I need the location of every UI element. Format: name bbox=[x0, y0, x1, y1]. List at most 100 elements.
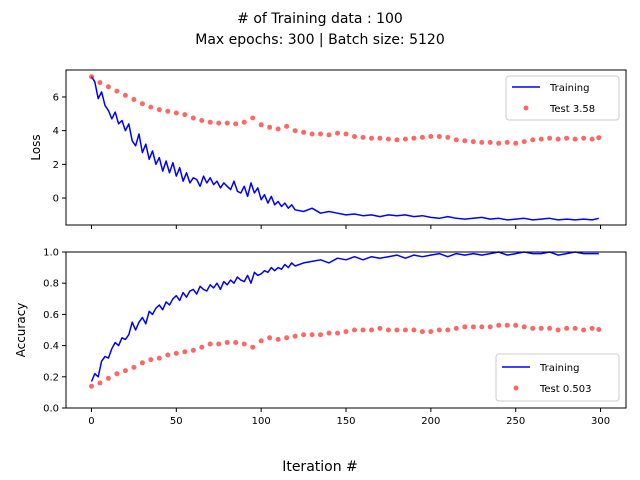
loss-test-point bbox=[292, 128, 298, 134]
accuracy-xtick-label: 50 bbox=[170, 416, 183, 427]
accuracy-xtick-label: 150 bbox=[336, 416, 355, 427]
accuracy-ticks: 0 50 100 150 200 250 300 0.0 0.2 0.4 0.6 0.8 1.0 bbox=[43, 248, 610, 428]
loss-test-point bbox=[326, 132, 332, 138]
accuracy-test-point bbox=[402, 327, 408, 333]
accuracy-test-point bbox=[530, 325, 536, 331]
loss-test-point bbox=[173, 110, 179, 116]
accuracy-test-point bbox=[233, 340, 239, 345]
accuracy-test-point bbox=[173, 350, 179, 356]
suptitle-line1: # of Training data : 100 bbox=[237, 11, 403, 27]
loss-test-point bbox=[97, 80, 103, 86]
loss-test-point bbox=[530, 137, 536, 143]
accuracy-test-point bbox=[114, 371, 120, 377]
accuracy-test-point bbox=[377, 325, 383, 331]
loss-ticks: 0 2 4 6 bbox=[53, 92, 602, 229]
loss-test-point bbox=[318, 131, 323, 137]
loss-test-point bbox=[462, 138, 468, 144]
accuracy-test-point bbox=[496, 322, 502, 328]
accuracy-test-point bbox=[190, 347, 196, 353]
loss-test-point bbox=[131, 97, 137, 102]
loss-ytick-label: 0 bbox=[53, 194, 59, 205]
accuracy-test-point bbox=[572, 325, 578, 331]
loss-legend-test-label: Test 3.58 bbox=[549, 104, 595, 115]
accuracy-test-point bbox=[131, 364, 137, 370]
loss-ytick-label: 6 bbox=[53, 92, 59, 103]
accuracy-test-point bbox=[462, 324, 468, 330]
loss-test-point bbox=[352, 134, 357, 139]
accuracy-legend-training-label: Training bbox=[539, 363, 579, 374]
accuracy-test-point bbox=[309, 332, 315, 338]
accuracy-test-point bbox=[335, 330, 340, 336]
accuracy-ytick-label: 0.8 bbox=[43, 279, 59, 290]
loss-test-point bbox=[555, 136, 561, 142]
loss-ytick-label: 4 bbox=[53, 126, 59, 137]
loss-test-point bbox=[199, 118, 205, 123]
accuracy-test-point bbox=[216, 341, 222, 347]
accuracy-test-point bbox=[479, 324, 485, 330]
accuracy-test-point bbox=[513, 322, 519, 328]
accuracy-test-point bbox=[89, 383, 94, 389]
loss-test-point bbox=[241, 119, 247, 125]
accuracy-test-point bbox=[207, 341, 213, 347]
loss-test-point bbox=[428, 134, 434, 139]
accuracy-legend-test-label: Test 0.503 bbox=[539, 384, 592, 395]
accuracy-xtick-label: 300 bbox=[591, 416, 610, 427]
accuracy-ytick-label: 0.6 bbox=[43, 310, 59, 321]
accuracy-test-point bbox=[165, 352, 171, 358]
loss-test-point bbox=[394, 137, 400, 143]
loss-test-point bbox=[596, 135, 602, 141]
accuracy-test-point bbox=[250, 344, 256, 350]
accuracy-test-point bbox=[258, 338, 264, 344]
accuracy-legend-box bbox=[495, 353, 620, 402]
accuracy-test-point bbox=[428, 329, 434, 335]
loss-test-point bbox=[419, 134, 425, 140]
loss-plot-area bbox=[89, 74, 602, 221]
accuracy-test-point bbox=[596, 327, 602, 332]
accuracy-xtick-label: 250 bbox=[506, 416, 525, 427]
accuracy-test-point bbox=[224, 340, 230, 345]
accuracy-test-point bbox=[419, 329, 425, 335]
accuracy-test-point bbox=[445, 327, 451, 333]
loss-training-line bbox=[90, 76, 599, 221]
accuracy-training-line bbox=[90, 251, 599, 382]
loss-test-point bbox=[385, 136, 391, 142]
loss-test-point bbox=[487, 139, 493, 145]
accuracy-test-point bbox=[326, 330, 332, 336]
loss-test-point bbox=[114, 88, 120, 94]
accuracy-panel: 0 50 100 150 200 250 300 0.0 0.2 0.4 0.6 0.8 1.0 Acc… bbox=[14, 248, 627, 428]
loss-test-point bbox=[156, 107, 162, 113]
accuracy-xtick-label: 200 bbox=[421, 416, 440, 427]
accuracy-test-point bbox=[292, 333, 298, 339]
accuracy-test-point bbox=[241, 341, 247, 347]
loss-test-point bbox=[572, 136, 578, 142]
accuracy-test-point bbox=[156, 355, 162, 361]
loss-test-point bbox=[479, 139, 485, 145]
accuracy-test-point bbox=[284, 335, 290, 341]
loss-legend-test-swatch bbox=[523, 105, 529, 111]
accuracy-test-point bbox=[538, 325, 544, 331]
loss-test-point bbox=[267, 124, 273, 130]
accuracy-legend-test-swatch bbox=[513, 385, 519, 391]
accuracy-test-point bbox=[352, 327, 357, 333]
loss-test-point bbox=[445, 134, 451, 140]
accuracy-test-point bbox=[97, 380, 103, 386]
accuracy-ytick-label: 0.0 bbox=[43, 404, 59, 415]
loss-test-point bbox=[547, 135, 553, 141]
accuracy-ytick-label: 0.4 bbox=[43, 341, 59, 352]
accuracy-test-point bbox=[470, 324, 476, 330]
loss-test-point bbox=[216, 120, 222, 126]
accuracy-test-point bbox=[521, 324, 527, 330]
accuracy-test-point bbox=[105, 375, 111, 381]
loss-test-point bbox=[581, 135, 587, 141]
loss-test-point bbox=[470, 139, 476, 145]
accuracy-test-point bbox=[487, 324, 493, 330]
loss-test-point bbox=[258, 122, 264, 128]
accuracy-test-point bbox=[301, 332, 307, 338]
accuracy-ytick-label: 1.0 bbox=[43, 248, 59, 259]
loss-test-point bbox=[369, 135, 374, 141]
accuracy-test-point bbox=[547, 325, 553, 331]
accuracy-test-point bbox=[555, 327, 561, 333]
loss-test-point bbox=[504, 139, 510, 145]
loss-panel: 0 2 4 6 Loss Training Test 3.58 bbox=[29, 69, 627, 229]
